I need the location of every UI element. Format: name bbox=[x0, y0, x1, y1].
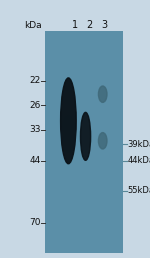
Text: 44kDa: 44kDa bbox=[128, 156, 150, 165]
Text: 39kDa: 39kDa bbox=[128, 140, 150, 149]
Text: 26: 26 bbox=[29, 101, 40, 110]
Text: 3: 3 bbox=[101, 20, 107, 30]
Ellipse shape bbox=[62, 116, 75, 152]
Text: kDa: kDa bbox=[24, 21, 42, 30]
Text: 55kDa: 55kDa bbox=[128, 186, 150, 195]
Ellipse shape bbox=[81, 112, 91, 160]
Text: 22: 22 bbox=[29, 76, 40, 85]
Ellipse shape bbox=[98, 133, 107, 149]
Text: 44: 44 bbox=[29, 156, 40, 165]
Text: 70: 70 bbox=[29, 218, 40, 227]
Text: 33: 33 bbox=[29, 125, 40, 134]
Text: 1: 1 bbox=[72, 20, 78, 30]
Ellipse shape bbox=[61, 78, 76, 164]
Text: 2: 2 bbox=[86, 20, 93, 30]
Ellipse shape bbox=[98, 86, 107, 102]
